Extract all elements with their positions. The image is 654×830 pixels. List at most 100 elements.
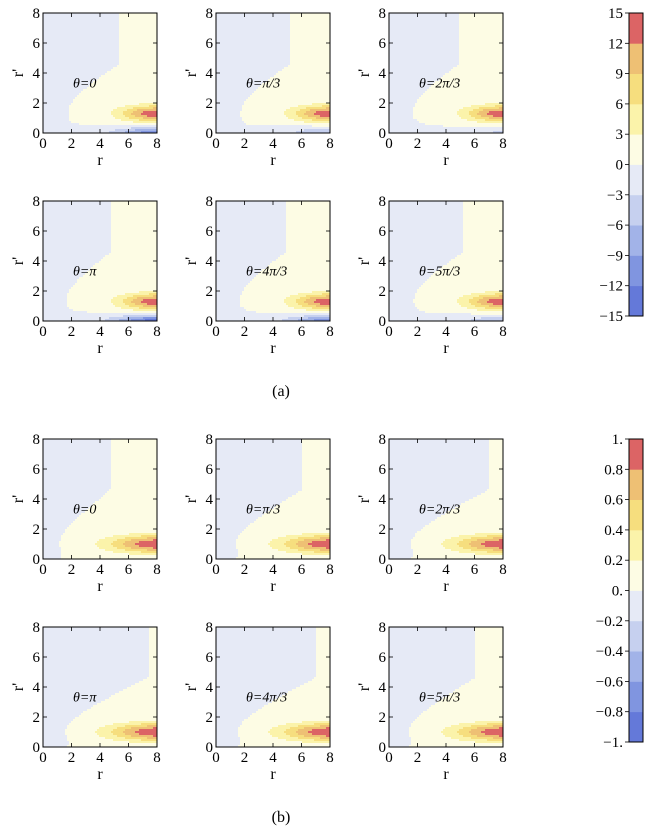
contour-cell <box>97 67 100 70</box>
contour-cell <box>129 49 132 52</box>
contour-cell <box>47 29 50 32</box>
contour-cell <box>49 53 52 56</box>
contour-cell <box>326 41 329 44</box>
contour-cell <box>258 27 261 30</box>
contour-cell <box>137 113 140 116</box>
contour-cell <box>45 71 48 74</box>
contour-cell <box>230 43 233 46</box>
contour-cell <box>45 59 48 62</box>
contour-cell <box>63 131 66 134</box>
contour-cell <box>85 129 88 132</box>
contour-cell <box>322 33 325 36</box>
contour-cell <box>111 79 114 82</box>
contour-cell <box>47 85 50 88</box>
contour-cell <box>274 31 277 34</box>
contour-cell <box>99 99 102 102</box>
contour-cell <box>113 101 116 104</box>
contour-cell <box>111 61 114 64</box>
contour-cell <box>109 55 112 58</box>
contour-cell <box>147 27 150 30</box>
contour-cell <box>151 127 154 130</box>
contour-cell <box>89 41 92 44</box>
contour-cell <box>288 53 291 56</box>
contour-cell <box>119 15 122 18</box>
contour-cell <box>272 35 275 38</box>
contour-cell <box>95 121 98 124</box>
contour-cell <box>65 105 68 108</box>
contour-cell <box>145 27 148 30</box>
contour-cell <box>143 83 146 86</box>
contour-cell <box>131 67 134 70</box>
contour-cell <box>53 53 56 56</box>
contour-cell <box>95 63 98 66</box>
contour-cell <box>143 129 146 132</box>
contour-cell <box>71 45 74 48</box>
contour-cell <box>91 113 94 116</box>
contour-cell <box>328 15 331 18</box>
contour-cell <box>294 21 297 24</box>
contour-cell <box>97 69 100 72</box>
contour-cell <box>242 29 245 32</box>
contour-cell <box>294 65 297 68</box>
contour-cell <box>105 51 108 54</box>
contour-cell <box>296 19 299 22</box>
contour-cell <box>286 41 289 44</box>
contour-cell <box>310 55 313 58</box>
contour-cell <box>143 65 146 68</box>
contour-cell <box>71 123 74 126</box>
contour-cell <box>69 17 72 20</box>
contour-cell <box>155 57 158 60</box>
contour-cell <box>328 57 331 60</box>
contour-cell <box>129 21 132 24</box>
contour-cell <box>262 21 265 24</box>
contour-cell <box>302 23 305 26</box>
contour-cell <box>308 21 311 24</box>
contour-cell <box>59 89 62 92</box>
contour-cell <box>111 73 114 76</box>
contour-cell <box>230 45 233 48</box>
contour-cell <box>220 19 223 22</box>
contour-cell <box>125 103 128 106</box>
contour-cell <box>127 111 130 114</box>
contour-cell <box>91 23 94 26</box>
contour-cell <box>300 45 303 48</box>
contour-cell <box>55 13 58 16</box>
contour-cell <box>250 39 253 42</box>
contour-cell <box>266 41 269 44</box>
contour-cell <box>324 41 327 44</box>
contour-cell <box>67 37 70 40</box>
contour-cell <box>97 123 100 126</box>
contour-cell <box>131 65 134 68</box>
contour-cell <box>65 81 68 84</box>
contour-cell <box>73 75 76 78</box>
contour-cell <box>232 23 235 26</box>
contour-cell <box>324 23 327 26</box>
contour-cell <box>121 105 124 108</box>
contour-cell <box>97 13 100 16</box>
contour-cell <box>127 55 130 58</box>
contour-cell <box>248 39 251 42</box>
contour-cell <box>107 115 110 118</box>
contour-cell <box>101 49 104 52</box>
contour-cell <box>97 47 100 50</box>
contour-cell <box>300 61 303 64</box>
contour-cell <box>141 73 144 76</box>
contour-cell <box>145 99 148 102</box>
contour-cell <box>268 25 271 28</box>
contour-cell <box>43 119 46 122</box>
contour-cell <box>85 99 88 102</box>
contour-cell <box>63 63 66 66</box>
contour-cell <box>45 39 48 42</box>
contour-cell <box>322 43 325 46</box>
contour-cell <box>95 53 98 56</box>
contour-cell <box>306 51 309 54</box>
contour-cell <box>97 45 100 48</box>
contour-cell <box>290 23 293 26</box>
contour-cell <box>151 61 154 64</box>
contour-cell <box>59 71 62 74</box>
contour-cell <box>111 125 114 128</box>
contour-cell <box>107 101 110 104</box>
contour-cell <box>236 55 239 58</box>
contour-cell <box>149 41 152 44</box>
contour-cell <box>149 53 152 56</box>
